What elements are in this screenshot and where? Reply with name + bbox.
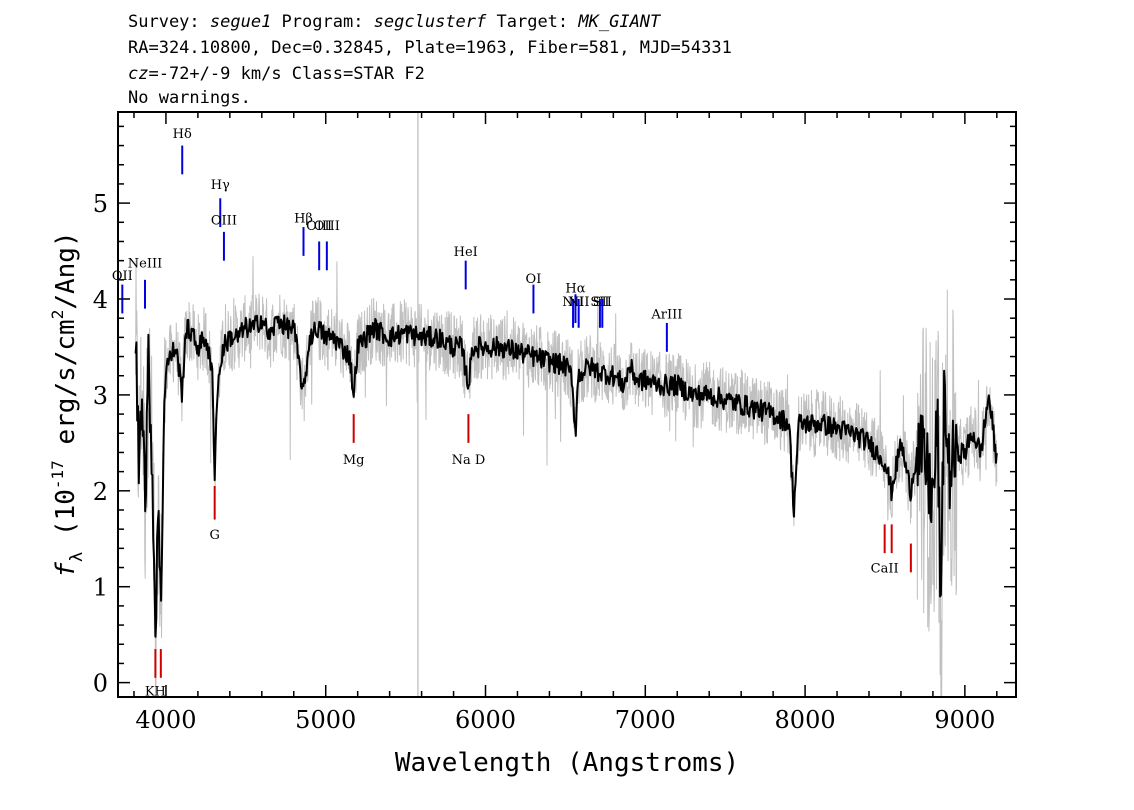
target-value: MK_GIANT: [578, 12, 661, 32]
header-line-3: cz=-72+/-9 km/s Class=STAR F2: [128, 64, 425, 84]
emission-line-label: Hβ: [294, 211, 313, 226]
header-line-1: Survey: segue1 Program: segclusterf Targ…: [128, 12, 660, 32]
x-tick-label: 5000: [295, 706, 356, 734]
y-tick-label: 0: [93, 670, 108, 698]
flux-trace: [134, 314, 998, 638]
plot-frame: [117, 111, 1017, 698]
emission-line-label: OIII: [314, 219, 340, 234]
cz-label: cz: [128, 64, 149, 84]
x-tick-label: 8000: [775, 706, 836, 734]
target-label: Target:: [486, 12, 579, 32]
x-tick-label: 4000: [135, 706, 196, 734]
emission-line-label: NeIII: [128, 257, 162, 272]
x-tick-label: 6000: [455, 706, 516, 734]
emission-line-label: SII: [590, 295, 609, 310]
emission-line-label: ArIII: [650, 307, 682, 322]
header-line-2: RA=324.10800, Dec=0.32845, Plate=1963, F…: [128, 38, 732, 58]
emission-line-label: HeI: [454, 245, 478, 260]
y-tick-label: 1: [93, 574, 108, 602]
y-axis-exponent: -17: [48, 460, 67, 489]
x-axis-title: Wavelength (Angstroms): [395, 748, 739, 778]
flux-layer: [134, 314, 998, 638]
emission-line-label: OI: [526, 272, 542, 287]
y-axis-subscript: λ: [67, 552, 87, 562]
y-axis-open: (10: [51, 489, 81, 552]
emission-line-label: OIII: [211, 213, 237, 228]
y-axis-symbol: f: [51, 562, 81, 578]
survey-label: Survey:: [128, 12, 210, 32]
y-axis-units: erg/s/cm: [51, 319, 81, 460]
emission-line-label: Hγ: [211, 178, 230, 193]
emission-line-label: NII: [568, 295, 590, 310]
y-axis-close: /Ang): [51, 231, 81, 309]
cz-value: =-72+/-9: [148, 64, 231, 84]
x-tick-label: 7000: [615, 706, 676, 734]
emission-line-label: SII: [593, 295, 612, 310]
x-tick-label: 9000: [934, 706, 995, 734]
y-tick-label: 4: [93, 286, 108, 314]
y-tick-label: 3: [93, 382, 108, 410]
program-label: Program:: [271, 12, 374, 32]
absorption-line-label: Mg: [343, 453, 365, 468]
absorption-line-label: G: [209, 528, 219, 543]
absorption-line-label: Na D: [452, 453, 486, 468]
header-line-4: No warnings.: [128, 88, 251, 108]
program-value: segclusterf: [373, 12, 487, 32]
absorption-line-label: CaII: [871, 562, 899, 577]
y-axis-exponent-2: 2: [48, 310, 67, 320]
emission-line-label: Hδ: [173, 127, 192, 142]
absorption-line-label: KH: [145, 684, 166, 699]
survey-value: segue1: [209, 12, 272, 32]
emission-line-label: Hα: [565, 282, 585, 297]
y-tick-label: 2: [93, 478, 108, 506]
emission-line-label: OIII: [306, 219, 332, 234]
class-text: km/s Class=STAR F2: [230, 64, 425, 84]
y-tick-label: 5: [93, 190, 108, 218]
axis-ticks: 4000 5000 6000 7000 8000 9000 0 1 2 3 4 5: [93, 112, 1016, 734]
y-axis-title: fλ (10-17 erg/s/cm2/Ang): [48, 231, 87, 577]
